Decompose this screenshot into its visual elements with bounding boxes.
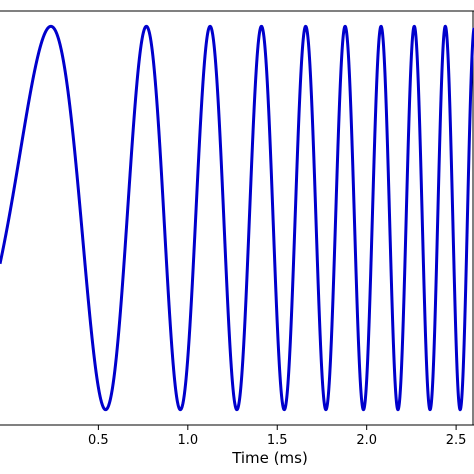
x-tick-label: 1.5 [267, 433, 288, 448]
x-axis-label: Time (ms) [231, 449, 308, 467]
x-tick-label: 0.5 [88, 433, 109, 448]
series-line-chirp [0, 24, 474, 412]
x-tick-labels: 0.5 1.0 1.5 2.0 2.5 [88, 433, 466, 448]
x-ticks [97, 425, 457, 430]
x-tick-label: 2.5 [446, 433, 467, 448]
x-tick-label: 2.0 [356, 433, 377, 448]
x-tick-label: 1.0 [177, 433, 198, 448]
